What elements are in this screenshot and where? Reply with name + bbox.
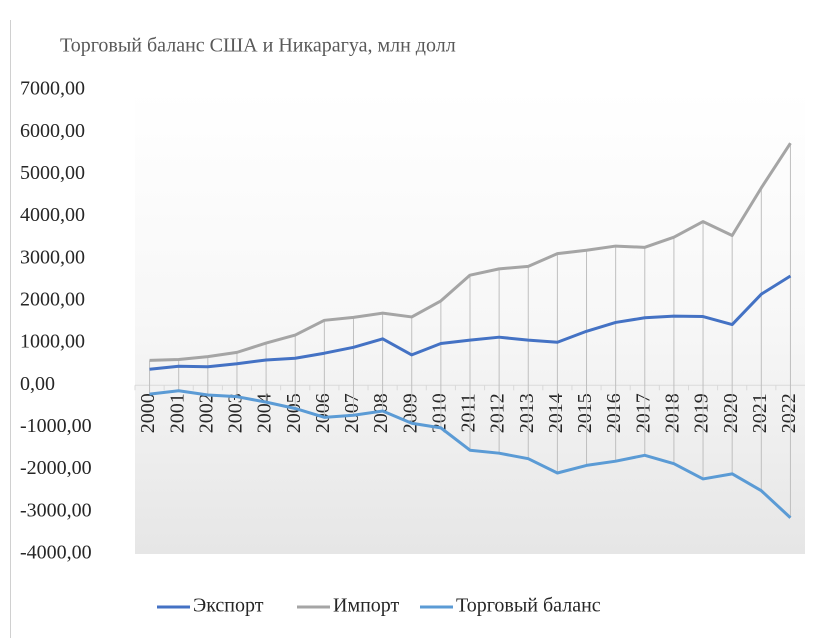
y-tick-label: 4000,00	[20, 204, 85, 226]
x-tick-label: 2015	[574, 393, 596, 433]
y-tick-label: 3000,00	[20, 246, 85, 268]
x-tick-label: 2007	[341, 393, 363, 433]
x-tick-label: 2012	[487, 393, 509, 433]
y-tick-label: -2000,00	[20, 457, 92, 479]
y-tick-label: 2000,00	[20, 289, 85, 311]
x-tick-label: 2016	[603, 393, 625, 433]
y-tick-label: 0,00	[20, 373, 55, 395]
legend-label: Торговый баланс	[456, 595, 601, 617]
x-tick-label: 2011	[458, 393, 480, 432]
y-tick-label: -4000,00	[20, 542, 92, 564]
x-tick-label: 2005	[283, 393, 305, 433]
x-tick-label: 2014	[545, 393, 567, 433]
x-tick-label: 2018	[662, 393, 684, 433]
legend-label: Экспорт	[193, 595, 264, 617]
x-tick-label: 2017	[632, 393, 654, 433]
y-tick-label: -1000,00	[20, 415, 92, 437]
series-line	[149, 274, 792, 371]
legend-label: Импорт	[333, 595, 400, 617]
x-tick-label: 2009	[399, 393, 421, 433]
x-tick-label: 2010	[428, 393, 450, 433]
x-tick-label: 2019	[691, 393, 713, 433]
x-tick-label: 2001	[166, 393, 188, 433]
x-tick-label: 2002	[195, 393, 217, 433]
x-tick-label: 2021	[749, 393, 771, 433]
x-tick-label: 2008	[370, 393, 392, 433]
x-tick-label: 2013	[516, 393, 538, 433]
series-line	[149, 389, 792, 519]
y-tick-label: 1000,00	[20, 331, 85, 353]
series-line	[149, 142, 792, 362]
y-tick-label: -3000,00	[20, 499, 92, 521]
x-tick-label: 2000	[137, 393, 159, 433]
chart-title: Торговый баланс США и Никарагуа, млн дол…	[60, 35, 456, 57]
y-tick-label: 6000,00	[20, 120, 85, 142]
y-tick-label: 5000,00	[20, 162, 85, 184]
x-tick-label: 2006	[312, 393, 334, 433]
y-tick-label: 7000,00	[20, 78, 85, 100]
x-tick-label: 2020	[720, 393, 742, 433]
x-tick-label: 2022	[778, 393, 800, 433]
x-tick-label: 2003	[225, 393, 247, 433]
